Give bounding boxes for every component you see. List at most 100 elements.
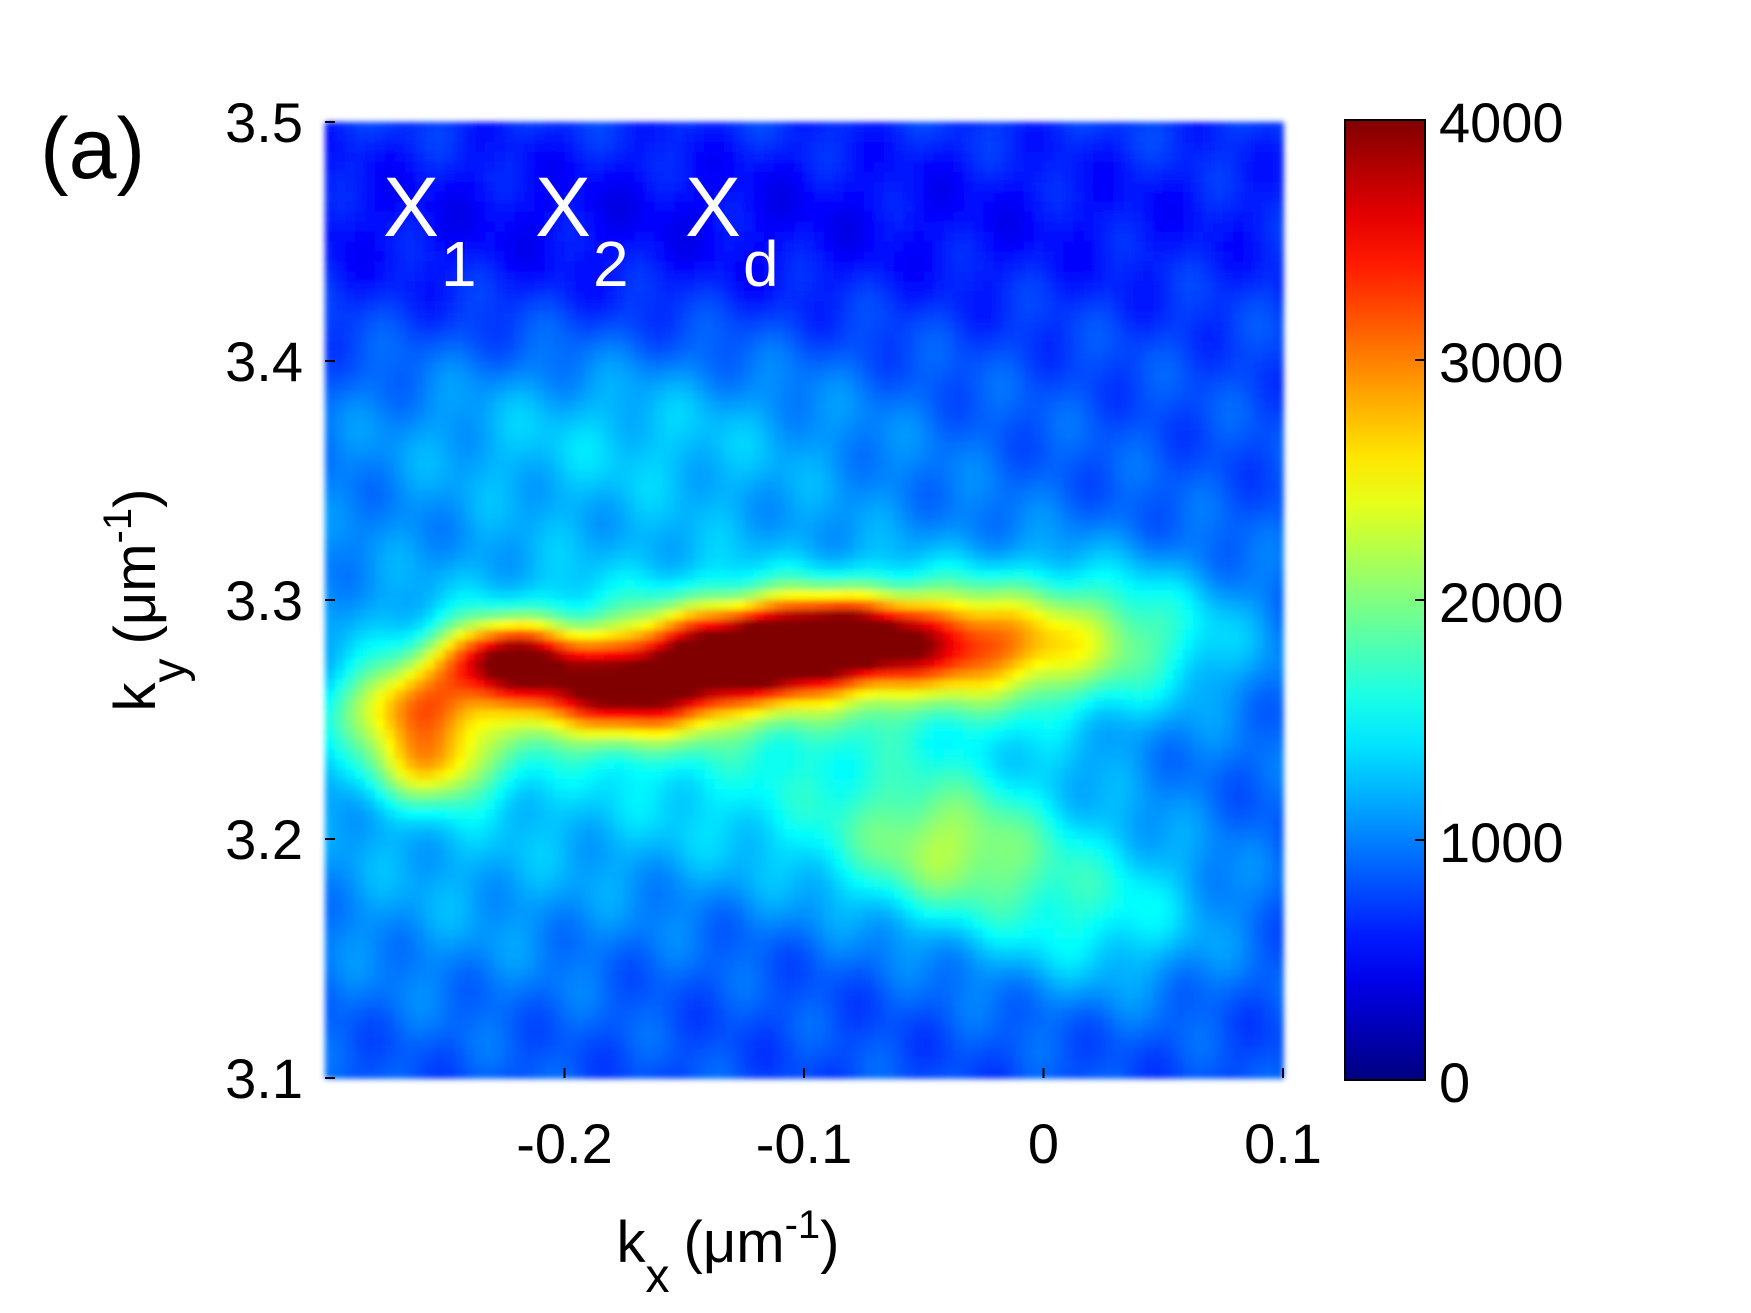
heatmap-cell bbox=[354, 1068, 366, 1079]
heatmap-cell bbox=[754, 600, 765, 611]
heatmap-cell bbox=[754, 530, 765, 542]
heatmap-cell bbox=[484, 331, 496, 342]
heatmap-cell bbox=[514, 331, 526, 342]
heatmap-cell bbox=[823, 191, 835, 203]
heatmap-cell bbox=[744, 131, 755, 143]
heatmap-cell bbox=[374, 470, 386, 482]
heatmap-cell bbox=[564, 450, 576, 462]
heatmap-cell bbox=[544, 1028, 556, 1039]
heatmap-cell bbox=[494, 809, 506, 820]
heatmap-cell bbox=[474, 868, 486, 880]
heatmap-cell bbox=[754, 958, 765, 970]
heatmap-cell bbox=[764, 251, 775, 263]
heatmap-cell bbox=[614, 490, 626, 502]
heatmap-cell bbox=[644, 211, 656, 223]
heatmap-cell bbox=[424, 181, 436, 193]
heatmap-cell bbox=[524, 201, 536, 213]
heatmap-cell bbox=[554, 1038, 566, 1049]
heatmap-cell bbox=[694, 868, 706, 880]
heatmap-cell bbox=[634, 331, 646, 342]
heatmap-cell bbox=[504, 699, 516, 711]
heatmap-cell bbox=[604, 729, 616, 741]
heatmap-cell bbox=[754, 928, 765, 940]
heatmap-cell bbox=[454, 480, 466, 492]
heatmap-cell bbox=[734, 978, 745, 990]
heatmap-cell bbox=[634, 211, 646, 223]
heatmap-cell bbox=[704, 600, 715, 611]
heatmap-cell bbox=[674, 779, 686, 791]
heatmap-cell bbox=[414, 530, 426, 542]
heatmap-cell bbox=[564, 141, 576, 153]
heatmap-cell bbox=[604, 311, 616, 322]
heatmap-cell bbox=[704, 181, 715, 193]
heatmap-cell bbox=[325, 141, 336, 153]
heatmap-cell bbox=[714, 151, 725, 163]
heatmap-cell bbox=[624, 988, 636, 1000]
heatmap-cell bbox=[704, 251, 715, 263]
heatmap-cell bbox=[764, 858, 775, 870]
heatmap-cell bbox=[813, 311, 825, 322]
heatmap-cell bbox=[514, 988, 526, 1000]
heatmap-cell bbox=[794, 998, 805, 1010]
heatmap-cell bbox=[644, 609, 656, 621]
heatmap-cell bbox=[414, 500, 426, 512]
heatmap-cell bbox=[774, 898, 785, 910]
heatmap-cell bbox=[823, 978, 835, 990]
heatmap-cell bbox=[394, 888, 406, 900]
heatmap-cell bbox=[784, 759, 795, 771]
heatmap-cell bbox=[325, 380, 336, 392]
heatmap-cell bbox=[644, 580, 656, 591]
heatmap-cell bbox=[364, 988, 376, 1000]
heatmap-cell bbox=[764, 938, 775, 950]
heatmap-cell bbox=[394, 141, 406, 153]
heatmap-cell bbox=[704, 1038, 715, 1049]
heatmap-cell bbox=[754, 779, 765, 791]
heatmap-cell bbox=[794, 709, 805, 721]
heatmap-cell bbox=[544, 430, 556, 442]
heatmap-cell bbox=[614, 988, 626, 1000]
heatmap-cell bbox=[594, 659, 606, 671]
heatmap-cell bbox=[474, 1008, 486, 1020]
heatmap-cell bbox=[354, 520, 366, 532]
heatmap-cell bbox=[704, 749, 715, 761]
heatmap-cell bbox=[614, 878, 626, 890]
heatmap-cell bbox=[784, 251, 795, 263]
heatmap-cell bbox=[414, 321, 426, 332]
heatmap-cell bbox=[444, 410, 456, 422]
heatmap-cell bbox=[823, 440, 835, 452]
heatmap-cell bbox=[833, 749, 845, 761]
heatmap-cell bbox=[714, 988, 725, 1000]
heatmap-cell bbox=[544, 530, 556, 542]
heatmap-cell bbox=[404, 400, 416, 412]
heatmap-cell bbox=[584, 769, 596, 781]
heatmap-cell bbox=[494, 1028, 506, 1039]
heatmap-cell bbox=[424, 848, 436, 860]
heatmap-cell bbox=[464, 341, 476, 352]
heatmap-cell bbox=[744, 261, 755, 273]
heatmap-cell bbox=[694, 809, 706, 820]
heatmap-cell bbox=[514, 1028, 526, 1039]
heatmap-cell bbox=[504, 241, 516, 253]
heatmap-cell bbox=[464, 878, 476, 890]
heatmap-cell bbox=[804, 918, 815, 930]
heatmap-cell bbox=[484, 420, 496, 432]
heatmap-cell bbox=[325, 749, 336, 761]
heatmap-cell bbox=[414, 709, 426, 721]
heatmap-cell bbox=[774, 858, 785, 870]
heatmap-cell bbox=[364, 201, 376, 213]
heatmap-cell bbox=[734, 1058, 745, 1069]
heatmap-cell bbox=[694, 858, 706, 870]
heatmap-cell bbox=[524, 370, 536, 382]
heatmap-cell bbox=[804, 400, 815, 412]
heatmap-cell bbox=[574, 241, 586, 253]
heatmap-cell bbox=[764, 619, 775, 631]
heatmap-cell bbox=[644, 600, 656, 611]
heatmap-cell bbox=[794, 918, 805, 930]
heatmap-cell bbox=[494, 580, 506, 591]
heatmap-cell bbox=[494, 131, 506, 143]
heatmap-cell bbox=[524, 281, 536, 293]
heatmap-cell bbox=[474, 819, 486, 830]
heatmap-cell bbox=[734, 888, 745, 900]
heatmap-cell bbox=[524, 510, 536, 522]
heatmap-cell bbox=[584, 550, 596, 561]
